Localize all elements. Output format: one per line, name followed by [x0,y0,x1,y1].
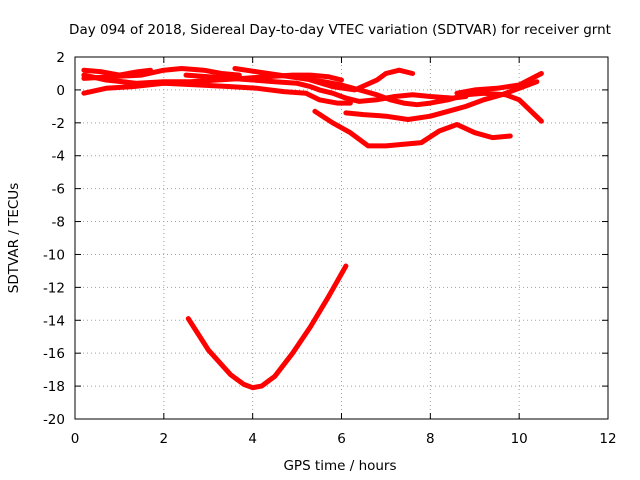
satellite-track-6 [232,66,544,124]
satellite-track-4 [81,80,353,106]
y-tick-label: -20 [43,412,65,428]
x-tick-label: 0 [71,431,80,447]
x-tick-label: 4 [248,431,257,447]
x-tick-label: 8 [426,431,435,447]
y-axis-label: SDTVAR / TECUs [6,183,22,293]
satellite-track-2 [81,66,242,81]
y-tick-label: -10 [43,247,65,263]
y-tick-label: -6 [52,182,65,198]
satellite-track-8 [343,79,540,122]
chart-title: Day 094 of 2018, Sidereal Day-to-day VTE… [69,22,611,38]
satellite-track-9 [454,71,544,96]
satellite-track-5 [183,72,469,104]
y-tick-label: 0 [56,83,65,99]
y-tick-label: -12 [43,280,65,296]
satellite-track-11 [185,263,349,391]
y-tick-label: -14 [43,313,65,329]
y-tick-label: -18 [43,379,65,395]
x-tick-label: 2 [160,431,169,447]
x-tick-label: 6 [337,431,346,447]
axis-ticks: 0 2 4 6 8 10 12 2 0 -2 -4 -6 -8 -10 -12 -14 -16 -18 -20 [43,50,617,447]
y-tick-label: 2 [56,50,65,66]
y-tick-label: -16 [43,346,65,362]
x-axis-label: GPS time / hours [283,458,396,474]
y-tick-label: -8 [52,215,65,231]
x-tick-label: 12 [599,431,616,447]
satellite-track-7 [307,67,416,93]
satellite-track-10 [312,108,513,149]
y-tick-label: -2 [52,116,65,132]
data-series [81,66,544,391]
x-tick-label: 10 [511,431,528,447]
y-tick-label: -4 [52,149,65,165]
